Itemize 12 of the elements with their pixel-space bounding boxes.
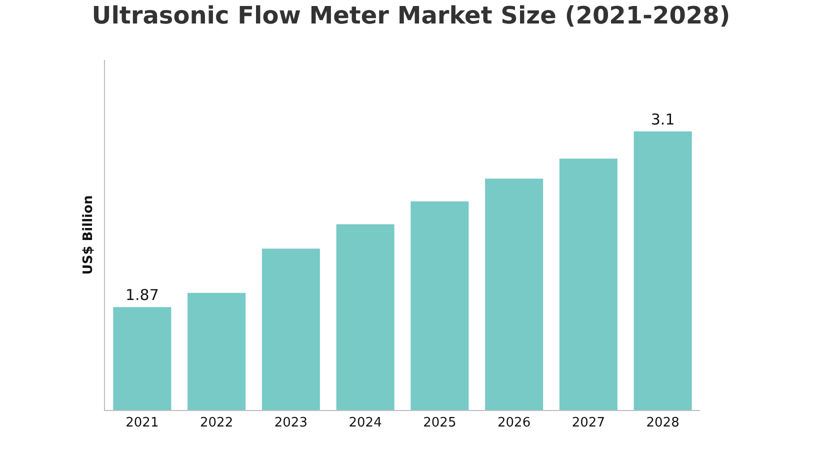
x-tick-label: 2022 (200, 416, 234, 431)
x-tick-label: 2027 (572, 416, 605, 431)
x-tick-label: 2023 (274, 416, 308, 431)
data-label: 3.1 (650, 110, 675, 128)
x-tick-label: 2028 (646, 416, 680, 431)
data-label: 1.87 (125, 286, 159, 304)
x-tick-label: 2026 (498, 416, 531, 431)
y-axis-title: US$ Billion (80, 195, 96, 275)
x-tick-label: 2025 (423, 416, 456, 431)
x-tick-label: 2021 (126, 416, 159, 431)
x-tick-label: 2024 (348, 416, 382, 431)
chart-title: Ultrasonic Flow Meter Market Size (2021-2028) (92, 2, 730, 30)
